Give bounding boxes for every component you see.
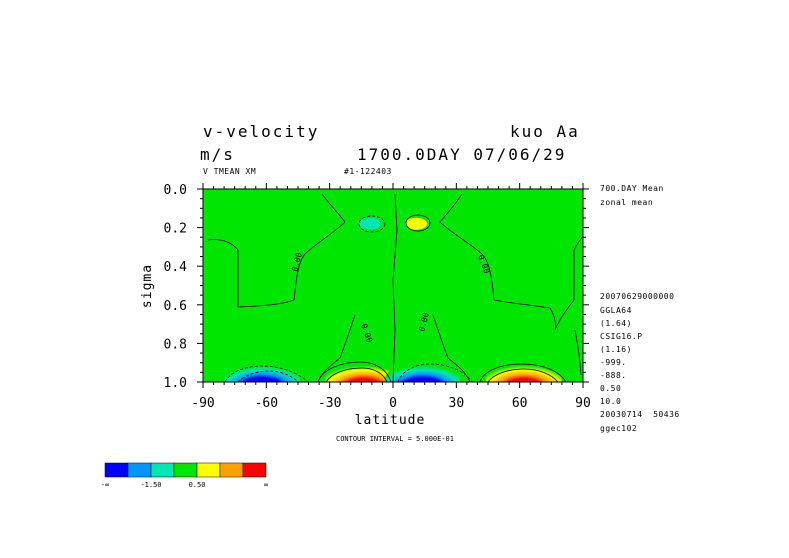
x-tick-label: -60 xyxy=(255,396,278,411)
variable-label: V TMEAN XM xyxy=(203,167,257,176)
positive-contour-line xyxy=(479,363,567,382)
zero-contour-line xyxy=(432,314,471,382)
y-axis-label: sigma xyxy=(140,264,155,308)
colorbar: -∞ -1.50 0.50 ∞ xyxy=(101,462,268,489)
colorbar-label: -∞ xyxy=(101,481,109,489)
y-tick-label: 1.0 xyxy=(164,376,187,391)
contour-interval-label: CONTOUR INTERVAL = 5.000E-01 xyxy=(336,435,454,443)
info-line: GGLA64 xyxy=(600,306,632,315)
info-line: 20070629000000 xyxy=(600,292,675,301)
zero-contour-line xyxy=(207,193,346,308)
info-line: -999. xyxy=(600,358,627,367)
chart-title: v-velocity xyxy=(203,122,320,141)
y-tick-label: 0.6 xyxy=(164,299,187,314)
x-tick-label: 30 xyxy=(449,396,465,411)
y-tick-label: 0.0 xyxy=(164,183,187,198)
colorbar-label: 0.50 xyxy=(189,481,206,489)
colorbar-swatch xyxy=(242,462,267,478)
positive-contour-line xyxy=(487,368,559,382)
colorbar-swatch xyxy=(173,462,198,478)
x-axis-label: latitude xyxy=(355,413,426,428)
negative-contour-line xyxy=(358,215,386,233)
info-line: zonal mean xyxy=(600,198,654,207)
info-line: 20030714 50436 xyxy=(600,410,680,419)
colorbar-swatch xyxy=(196,462,221,478)
x-tick-label: 60 xyxy=(512,396,528,411)
info-line: 10.0 xyxy=(600,397,622,406)
colorbar-swatch xyxy=(219,462,244,478)
info-line: -888. xyxy=(600,371,627,380)
colorbar-label: -1.50 xyxy=(140,481,161,489)
info-line: 700.DAY Mean xyxy=(600,184,664,193)
flow-cell-negative xyxy=(384,362,461,382)
info-line: CSIG16.P xyxy=(600,332,643,341)
positive-contour-line xyxy=(405,214,431,232)
positive-contour-line xyxy=(317,361,392,382)
colorbar-label: ∞ xyxy=(264,481,268,489)
colorbar-swatch xyxy=(127,462,152,478)
y-tick-label: 0.4 xyxy=(164,260,188,275)
colorbar-swatch xyxy=(104,462,129,478)
x-tick-label: -30 xyxy=(318,396,341,411)
info-line: ggec102 xyxy=(600,424,638,433)
flow-cell-positive xyxy=(325,362,402,382)
info-line: 0.50 xyxy=(600,384,622,393)
negative-contour-line xyxy=(397,363,473,382)
units-label: m/s xyxy=(200,145,235,164)
y-tick-label: 0.8 xyxy=(164,337,187,352)
time-label: 1700.0DAY 07/06/29 xyxy=(357,145,567,164)
x-tick-label: 0 xyxy=(389,396,397,411)
flow-cell-positive xyxy=(485,362,562,382)
zero-contour-line xyxy=(574,329,582,376)
upper-cell-negative xyxy=(358,217,381,230)
upper-cell-positive xyxy=(405,217,428,230)
x-tick-label: -90 xyxy=(191,396,214,411)
info-line: (1.16) xyxy=(600,345,632,354)
y-tick-label: 0.2 xyxy=(164,222,187,237)
info-line: (1.64) xyxy=(600,319,632,328)
negative-contour-line xyxy=(224,365,309,382)
zero-contour-line xyxy=(392,193,398,382)
run-id-label: #1-122403 xyxy=(344,167,392,176)
zero-contour-line xyxy=(439,193,583,331)
colorbar-swatch xyxy=(150,462,175,478)
chart-title-right: kuo Aa xyxy=(510,122,580,141)
flow-cell-negative xyxy=(224,362,301,382)
x-tick-label: 90 xyxy=(575,396,591,411)
negative-contour-line xyxy=(237,370,299,382)
positive-contour-line xyxy=(325,367,388,382)
